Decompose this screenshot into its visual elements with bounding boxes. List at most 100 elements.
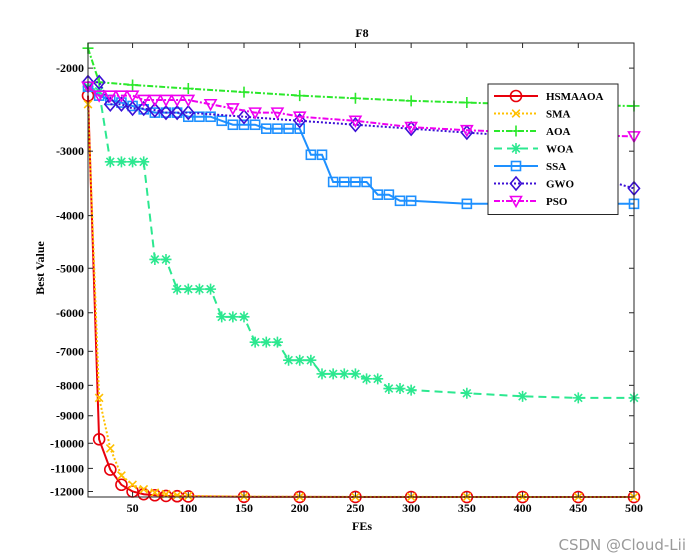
data-point-ssa bbox=[394, 195, 406, 207]
legend-label-gwo: GWO bbox=[546, 179, 575, 191]
data-point-ssa bbox=[294, 123, 306, 134]
data-point-pso bbox=[148, 94, 162, 108]
data-point-ssa bbox=[238, 119, 250, 131]
data-point-sma bbox=[150, 488, 160, 498]
data-point-pso bbox=[103, 90, 118, 103]
data-point-woa bbox=[104, 156, 116, 168]
legend-marker-gwo bbox=[509, 175, 523, 192]
data-point-woa bbox=[271, 336, 283, 348]
data-point-woa bbox=[127, 156, 139, 168]
data-point-hsmaaoa bbox=[92, 433, 106, 446]
data-point-ssa bbox=[260, 123, 272, 134]
data-point-pso bbox=[292, 111, 307, 124]
data-point-pso bbox=[92, 90, 106, 103]
x-axis-label: FEs bbox=[352, 519, 372, 533]
data-point-woa bbox=[372, 373, 384, 385]
data-point-woa bbox=[572, 392, 584, 404]
y-tick-label: -5000 bbox=[56, 261, 84, 275]
data-point-aoa bbox=[405, 95, 417, 107]
data-point-sma bbox=[94, 393, 104, 403]
data-point-pso bbox=[404, 121, 418, 135]
data-point-woa bbox=[171, 283, 183, 295]
data-point-gwo bbox=[293, 113, 307, 129]
y-tick-label: -4000 bbox=[56, 209, 84, 223]
data-point-gwo bbox=[148, 102, 162, 118]
data-point-aoa bbox=[349, 92, 361, 104]
y-tick-label: -10000 bbox=[50, 436, 84, 450]
data-point-ssa bbox=[338, 176, 350, 188]
x-tick-label: 150 bbox=[235, 501, 253, 515]
legend-marker-pso bbox=[509, 195, 523, 209]
x-tick-label: 200 bbox=[291, 501, 309, 515]
data-point-sma bbox=[139, 484, 149, 494]
x-tick-label: 50 bbox=[127, 501, 139, 515]
y-tick-label: -8000 bbox=[56, 378, 84, 392]
data-point-woa bbox=[394, 383, 406, 395]
data-point-woa bbox=[216, 311, 228, 323]
data-point-pso bbox=[136, 94, 151, 108]
x-tick-label: 350 bbox=[458, 501, 476, 515]
data-point-gwo bbox=[126, 100, 140, 117]
data-point-woa bbox=[294, 354, 306, 366]
data-point-sma bbox=[117, 471, 126, 480]
data-point-ssa bbox=[350, 176, 361, 188]
axes: 50 100 150 200 250 300 350 400 450 500 -2000 -3000 -… bbox=[50, 42, 643, 515]
data-point-gwo bbox=[159, 104, 173, 121]
y-tick-label: -2000 bbox=[56, 61, 84, 75]
data-point-gwo bbox=[137, 100, 151, 117]
data-point-ssa bbox=[194, 111, 205, 123]
data-point-woa bbox=[149, 253, 161, 265]
plot-frame bbox=[87, 42, 635, 498]
legend: HSMAAOA SMA AOA WOA SSA GWO PSO bbox=[487, 83, 619, 215]
data-point-sma bbox=[128, 480, 137, 490]
data-point-woa bbox=[316, 368, 328, 380]
data-point-aoa bbox=[294, 90, 306, 102]
data-point-ssa bbox=[372, 189, 384, 200]
data-point-pso bbox=[460, 124, 474, 138]
data-point-pso bbox=[170, 94, 184, 108]
data-point-ssa bbox=[383, 189, 395, 200]
y-tick-label: -6000 bbox=[56, 306, 84, 320]
y-tick-label: -3000 bbox=[56, 144, 84, 158]
x-tick-label: 250 bbox=[346, 501, 364, 515]
data-point-woa bbox=[338, 368, 350, 380]
data-point-ssa bbox=[361, 176, 372, 188]
data-point-ssa bbox=[216, 115, 228, 127]
legend-label-pso: PSO bbox=[546, 196, 568, 208]
data-point-woa bbox=[227, 311, 239, 323]
data-point-pso bbox=[203, 98, 218, 112]
data-point-woa bbox=[182, 283, 194, 295]
data-point-ssa bbox=[182, 111, 194, 123]
x-tick-label: 100 bbox=[179, 501, 197, 515]
data-point-woa bbox=[349, 368, 361, 380]
data-point-ssa bbox=[227, 119, 239, 131]
data-point-woa bbox=[160, 253, 172, 265]
data-point-gwo bbox=[103, 96, 117, 112]
legend-label-woa: WOA bbox=[546, 144, 574, 156]
data-point-pso bbox=[248, 107, 262, 120]
data-point-pso bbox=[125, 90, 140, 103]
data-point-woa bbox=[361, 373, 373, 385]
data-point-woa bbox=[405, 384, 417, 396]
data-point-pso bbox=[159, 94, 173, 108]
legend-marker-hsmaaoa bbox=[509, 89, 523, 103]
data-point-ssa bbox=[272, 123, 283, 134]
data-point-gwo bbox=[237, 108, 251, 125]
x-tick-label: 500 bbox=[625, 501, 643, 515]
y-tick-label: -12000 bbox=[50, 485, 84, 499]
data-point-gwo bbox=[92, 74, 106, 90]
data-point-ssa bbox=[461, 198, 473, 210]
data-point-sma bbox=[172, 490, 182, 500]
data-point-gwo bbox=[114, 96, 128, 112]
data-point-aoa bbox=[127, 79, 139, 91]
data-point-gwo bbox=[170, 104, 184, 121]
data-point-woa bbox=[305, 354, 317, 366]
y-tick-label: -7000 bbox=[56, 344, 84, 358]
data-point-ssa bbox=[316, 149, 328, 161]
watermark-text: CSDN @Cloud-Lii bbox=[558, 536, 687, 554]
data-point-woa bbox=[260, 336, 272, 348]
data-point-woa bbox=[517, 390, 529, 402]
x-tick-label: 300 bbox=[402, 501, 420, 515]
data-point-ssa bbox=[305, 149, 317, 161]
data-point-woa bbox=[115, 156, 127, 168]
